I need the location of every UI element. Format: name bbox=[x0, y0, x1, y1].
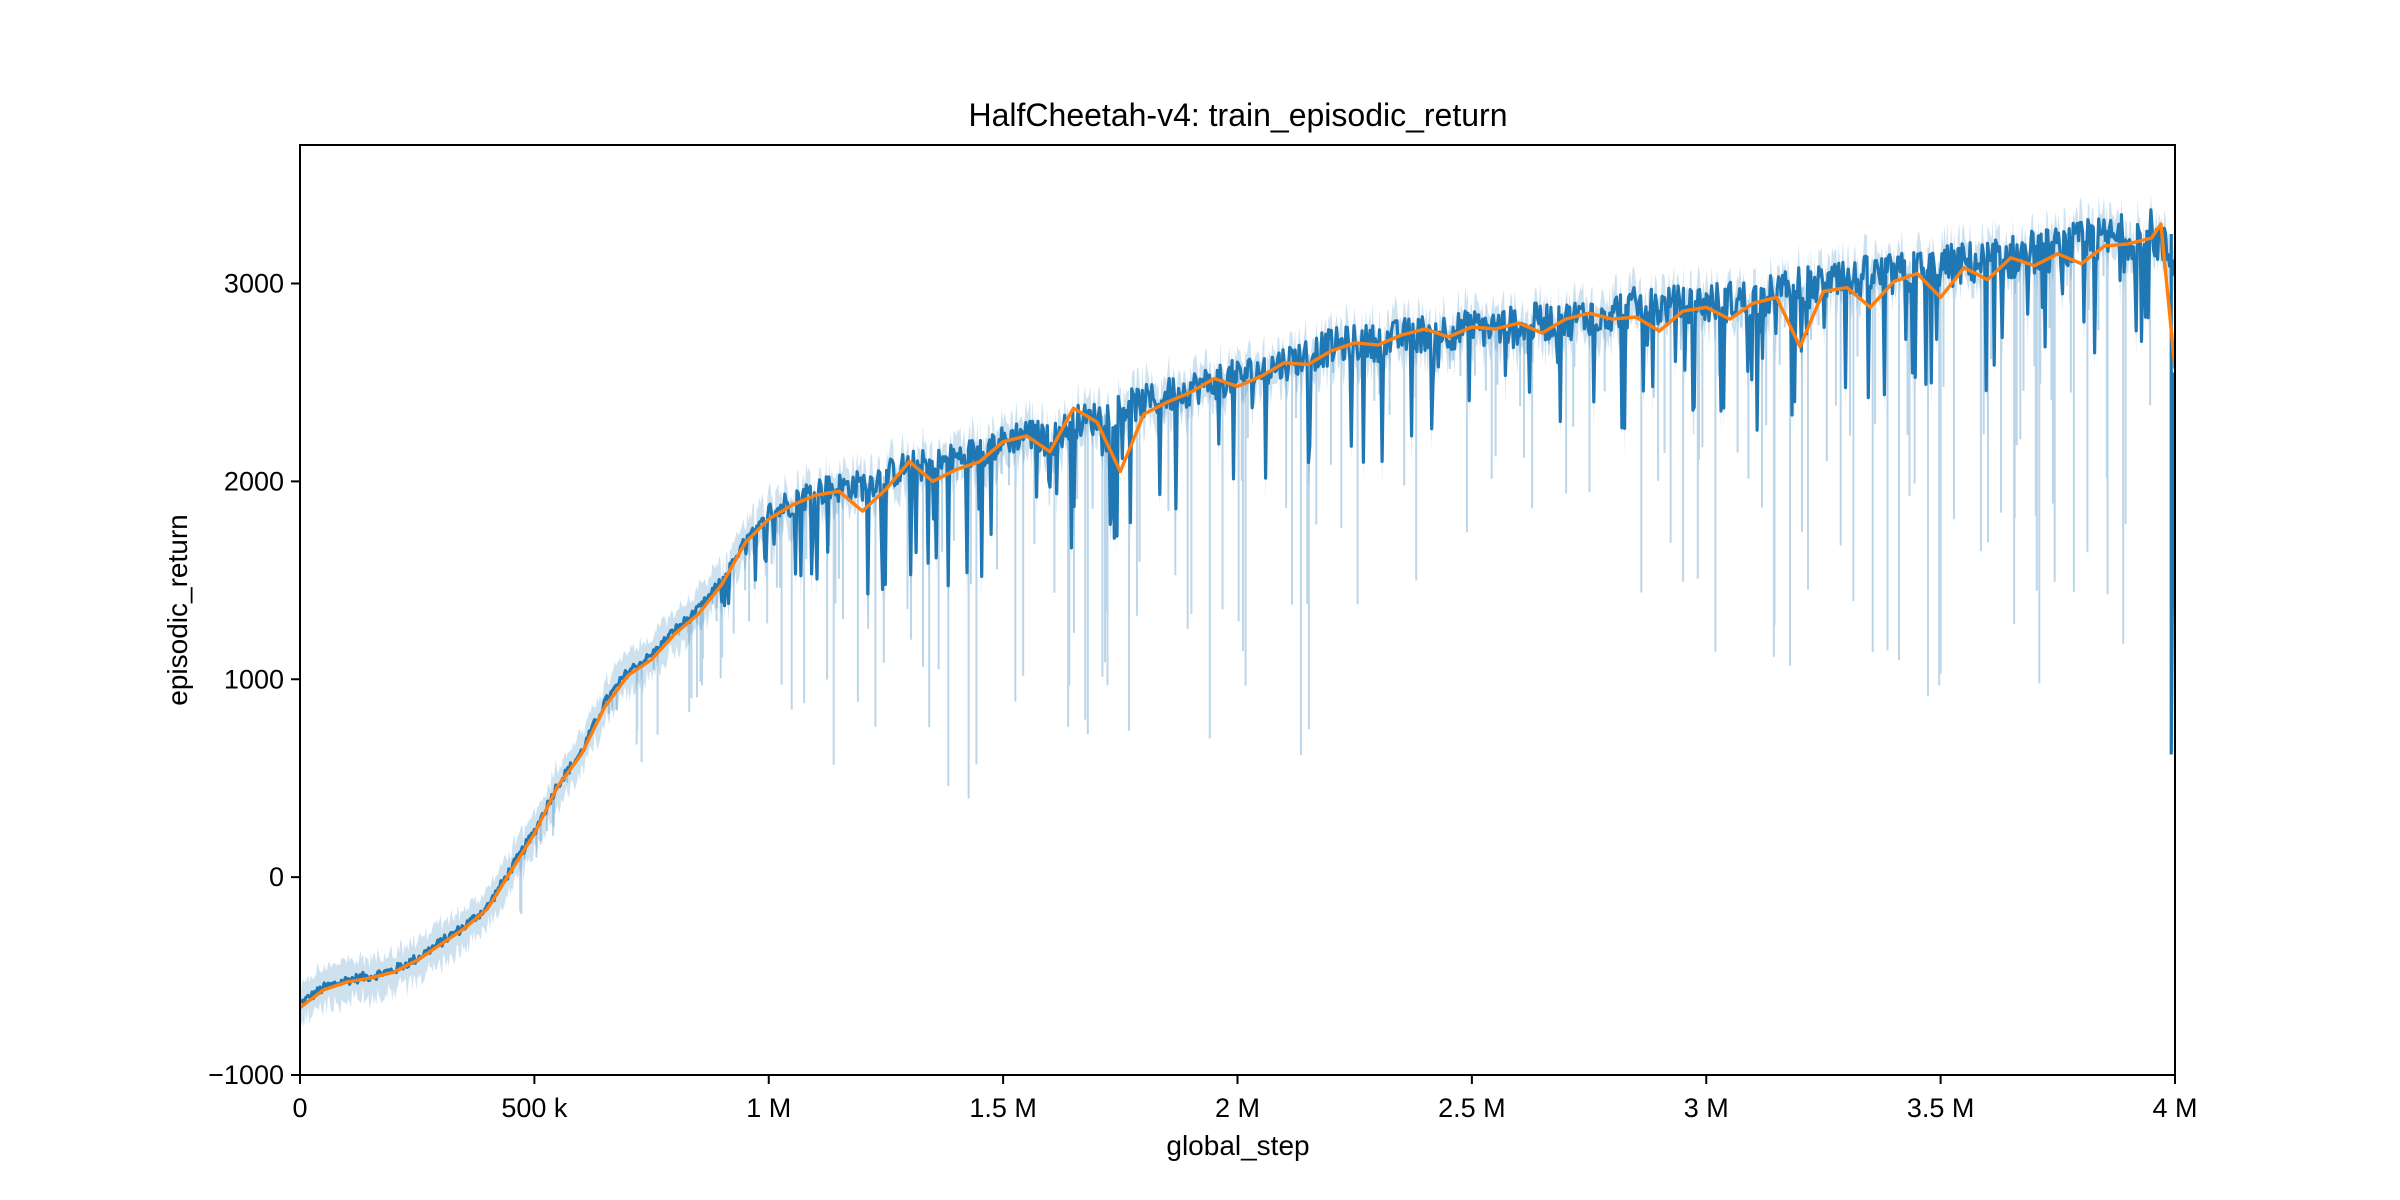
x-tick-label: 2.5 M bbox=[1438, 1093, 1506, 1123]
variance-band bbox=[300, 193, 2175, 1028]
x-tick-label: 2 M bbox=[1215, 1093, 1260, 1123]
y-tick-label: 1000 bbox=[224, 664, 284, 694]
x-axis-ticks: 0 500 k 1 M 1.5 M 2 M 2.5 M 3 M 3.5 M 4 M bbox=[292, 1075, 2198, 1123]
x-tick-label: 1 M bbox=[746, 1093, 791, 1123]
x-tick-label: 1.5 M bbox=[969, 1093, 1037, 1123]
y-axis-title: episodic_return bbox=[162, 514, 193, 705]
y-tick-label: −1000 bbox=[208, 1060, 284, 1090]
y-axis-ticks: −1000 0 1000 2000 3000 bbox=[208, 269, 300, 1090]
x-tick-label: 3.5 M bbox=[1907, 1093, 1975, 1123]
y-tick-label: 2000 bbox=[224, 466, 284, 496]
x-tick-label: 0 bbox=[292, 1093, 307, 1123]
raw-series-line bbox=[300, 208, 2175, 1006]
x-tick-label: 4 M bbox=[2152, 1093, 2197, 1123]
smoothed-series-line bbox=[300, 222, 2175, 1010]
y-tick-label: 3000 bbox=[224, 269, 284, 299]
y-tick-label: 0 bbox=[269, 862, 284, 892]
variance-band-layer bbox=[300, 193, 2175, 1028]
x-tick-label: 3 M bbox=[1684, 1093, 1729, 1123]
smoothed-series-layer bbox=[300, 222, 2175, 1010]
x-tick-label: 500 k bbox=[501, 1093, 568, 1123]
x-axis-title: global_step bbox=[1166, 1130, 1309, 1161]
chart-title: HalfCheetah-v4: train_episodic_return bbox=[969, 97, 1508, 133]
